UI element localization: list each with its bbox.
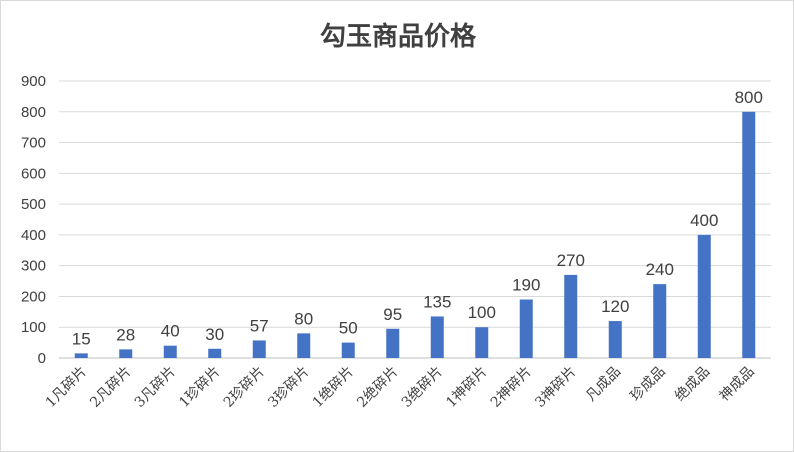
bar — [386, 328, 400, 358]
bar — [742, 111, 756, 359]
data-label: 15 — [72, 329, 91, 348]
bars — [74, 111, 756, 359]
x-tick-label: 1凡碎片 — [43, 364, 90, 411]
bar — [163, 345, 177, 358]
data-label: 120 — [601, 297, 629, 316]
y-tick-label: 500 — [21, 196, 46, 213]
y-tick-label: 0 — [38, 350, 46, 367]
x-tick-label: 绝成品 — [672, 364, 713, 405]
y-tick-label: 600 — [21, 165, 46, 182]
y-tick-label: 900 — [21, 73, 46, 90]
x-tick-label: 1绝碎片 — [310, 364, 357, 411]
x-tick-label: 3凡碎片 — [132, 364, 179, 411]
bar — [608, 321, 622, 358]
x-tick-label: 3神碎片 — [532, 364, 579, 411]
bar — [341, 342, 355, 358]
x-tick-label: 2凡碎片 — [87, 364, 134, 411]
data-label: 190 — [512, 276, 540, 295]
y-tick-label: 100 — [21, 319, 46, 336]
x-tick-label: 凡成品 — [583, 364, 624, 405]
x-tick-label: 3绝碎片 — [399, 364, 446, 411]
bar — [208, 348, 222, 358]
y-axis-ticks: 0 100 200 300 400 500 600 700 800 900 — [21, 73, 46, 367]
data-label: 95 — [383, 305, 402, 324]
y-tick-label: 700 — [21, 135, 46, 152]
bar — [74, 353, 88, 358]
bar — [430, 316, 444, 358]
data-label: 28 — [116, 325, 135, 344]
x-axis-ticks: 1凡碎片2凡碎片3凡碎片1珍碎片2珍碎片3珍碎片1绝碎片2绝碎片3绝碎片1神碎片… — [43, 364, 758, 411]
x-tick-label: 2神碎片 — [488, 364, 535, 411]
data-label: 270 — [557, 251, 585, 270]
bar — [252, 340, 266, 358]
bar — [119, 349, 133, 358]
bar — [697, 234, 711, 358]
data-label: 135 — [423, 292, 451, 311]
x-tick-label: 珍成品 — [628, 364, 669, 405]
y-tick-label: 300 — [21, 258, 46, 275]
chart-title: 勾玉商品价格 — [320, 21, 477, 52]
y-tick-label: 400 — [21, 227, 46, 244]
x-tick-label: 2绝碎片 — [354, 364, 401, 411]
data-labels: 15 28 40 30 57 80 50 95 135 100 190 270 120 240 400 800 — [72, 88, 763, 349]
data-label: 80 — [294, 309, 313, 328]
x-tick-label: 1珍碎片 — [176, 364, 223, 411]
data-label: 57 — [250, 316, 269, 335]
y-tick-label: 200 — [21, 288, 46, 305]
x-tick-label: 1神碎片 — [443, 364, 490, 411]
bar — [653, 284, 667, 358]
y-tick-label: 800 — [21, 104, 46, 121]
x-tick-label: 3珍碎片 — [265, 364, 312, 411]
x-tick-label: 2珍碎片 — [221, 364, 268, 411]
data-label: 800 — [735, 88, 763, 107]
data-label: 240 — [646, 260, 674, 279]
data-label: 40 — [161, 322, 180, 341]
bar — [564, 274, 578, 358]
data-label: 50 — [339, 319, 358, 338]
data-label: 100 — [468, 303, 496, 322]
bar — [519, 299, 533, 358]
data-label: 400 — [690, 211, 718, 230]
data-label: 30 — [205, 325, 224, 344]
gridlines — [59, 80, 771, 359]
bar — [475, 327, 489, 358]
x-tick-label: 神成品 — [717, 364, 758, 405]
bar — [297, 333, 311, 358]
